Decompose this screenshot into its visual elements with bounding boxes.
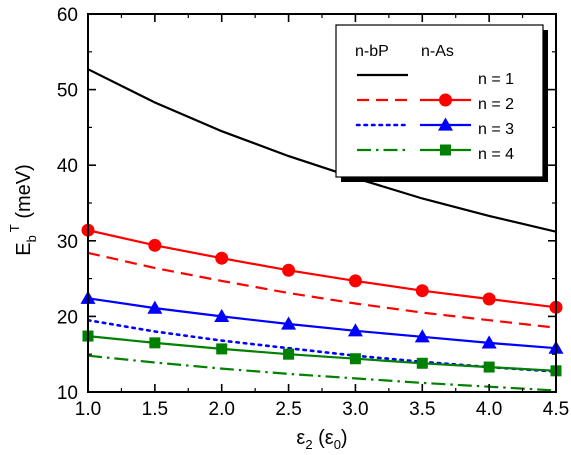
legend-samples	[355, 73, 471, 156]
data-point-n-As-n4	[149, 337, 161, 349]
data-point-n-As-n3	[414, 329, 430, 343]
x-tick-label: 1.0	[75, 399, 101, 420]
series-line-n-bP-n1	[88, 68, 556, 233]
y-tick-label: 30	[57, 232, 78, 253]
legend-header-bp: n-bP	[355, 43, 389, 60]
series-line-n-bP-n2	[88, 251, 556, 329]
x-axis-label-paren-main: ε	[325, 427, 334, 449]
x-tick-label: 1.5	[142, 399, 168, 420]
legend-label-n3: n = 3	[478, 121, 514, 138]
data-point-n-As-n2	[148, 238, 162, 252]
legend-label-n2: n = 2	[478, 96, 514, 113]
y-axis-label-unit: (meV)	[13, 164, 35, 218]
x-axis-label-sub: 2	[305, 437, 312, 452]
series-line-n-As-n2	[88, 229, 556, 309]
series-line-n-As-n4	[88, 335, 556, 372]
marker-layer	[80, 223, 564, 377]
data-point-n-As-n2	[482, 292, 496, 306]
data-point-n-As-n3	[347, 323, 363, 337]
data-point-n-As-n4	[216, 343, 228, 355]
data-point-n-As-n3	[281, 316, 297, 330]
series-layer	[88, 68, 556, 392]
series-line-n-As-n3	[88, 297, 556, 350]
data-point-n-As-n2	[415, 284, 429, 298]
y-tick-label: 10	[57, 383, 78, 404]
y-tick-label: 50	[57, 81, 78, 102]
y-tick-label: 40	[57, 156, 78, 177]
x-tick-label: 3.0	[342, 399, 368, 420]
legend: n-bP n-As n = 1 n = 2 n = 3 n = 4	[335, 24, 548, 182]
legend-marker-n-As-n4	[440, 144, 451, 156]
legend-label-n4: n = 4	[478, 146, 514, 163]
y-tick-label: 20	[57, 307, 78, 328]
tick-layer: 1.0 1.5 2.0 2.5 3.0 3.5 4.0 4.5 10 20 30 40 50 60	[57, 5, 569, 420]
data-point-n-As-n2	[215, 251, 229, 265]
data-point-n-As-n3	[214, 308, 230, 323]
data-point-n-As-n4	[349, 353, 361, 365]
data-point-n-As-n2	[282, 263, 296, 277]
legend-marker-n-As-n3	[438, 117, 453, 131]
data-point-n-As-n2	[348, 274, 362, 288]
series-line-n-bP-n4	[88, 354, 556, 392]
legend-label-n1: n = 1	[478, 71, 514, 88]
x-tick-label: 3.5	[409, 399, 435, 420]
y-axis-label-sub: b	[24, 235, 39, 242]
legend-header-as: n-As	[421, 43, 454, 60]
data-point-n-As-n3	[147, 300, 163, 314]
x-tick-label: 2.5	[275, 399, 301, 420]
y-axis-label: EbT (meV)	[7, 164, 39, 256]
y-axis-label-sup: T	[7, 224, 22, 232]
data-point-n-As-n4	[283, 348, 295, 360]
x-axis-label-main: ε	[296, 427, 305, 449]
x-tick-label: 2.0	[209, 399, 235, 420]
y-axis-label-main: E	[13, 242, 35, 255]
data-point-n-As-n4	[416, 357, 428, 369]
x-tick-label: 4.5	[543, 399, 569, 420]
x-axis-label-paren-sub: 0	[334, 437, 341, 452]
data-point-n-As-n4	[483, 361, 495, 373]
y-tick-label: 60	[57, 5, 78, 26]
x-axis-label: ε2 (ε0)	[296, 427, 347, 452]
data-point-n-As-n3	[481, 335, 497, 349]
x-tick-label: 4.0	[476, 399, 502, 420]
legend-marker-n-As-n2	[439, 93, 452, 107]
